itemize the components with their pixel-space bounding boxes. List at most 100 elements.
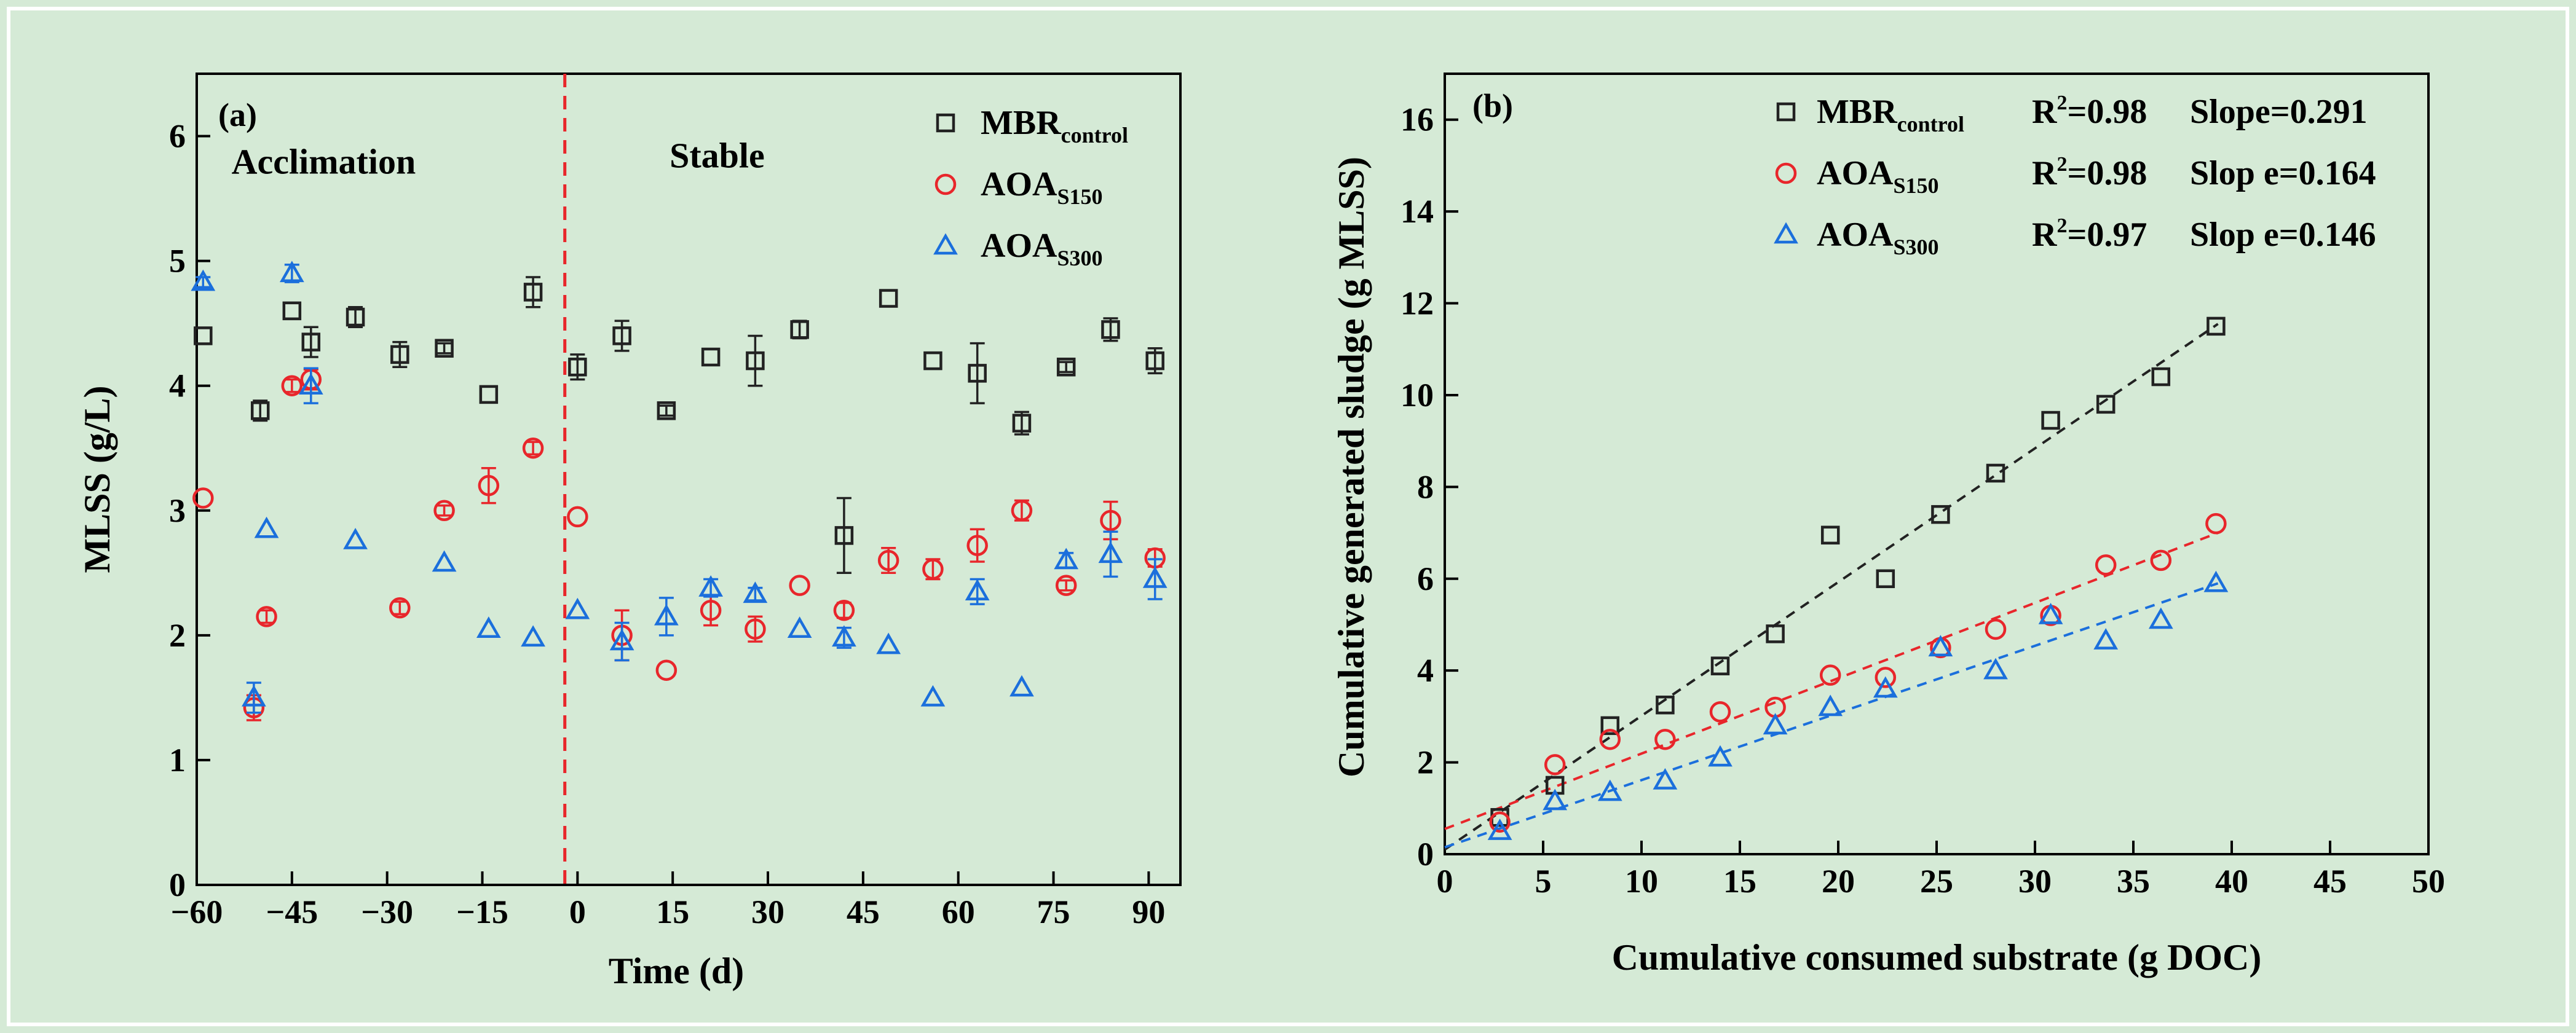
point-mbr-control-shape <box>346 307 365 327</box>
x-tick-label: −45 <box>266 894 318 930</box>
point-aoa-s150 <box>2205 513 2227 535</box>
x-tick-label: 15 <box>1723 863 1756 900</box>
point-aoa-s150 <box>1489 811 1511 833</box>
y-tick-label: 3 <box>169 492 186 529</box>
point-aoa-s300 <box>254 516 279 538</box>
point-mbr-control <box>612 326 631 345</box>
point-aoa-s300-shape <box>1543 788 1568 811</box>
legend-marker <box>936 113 955 133</box>
legend-slope-aoa-s150: Slop e=0.164 <box>2190 154 2376 192</box>
legend-r2-mbr-control: R2=0.98 <box>2032 92 2147 131</box>
point-aoa-s150 <box>256 606 277 627</box>
point-aoa-s300 <box>242 685 266 707</box>
point-aoa-s150 <box>2150 549 2172 571</box>
error-bar <box>392 600 408 616</box>
x-tick-label: 90 <box>1132 894 1165 930</box>
point-aoa-s300 <box>876 632 901 654</box>
point-mbr-control <box>923 351 942 371</box>
point-aoa-s150-shape <box>655 659 678 681</box>
point-mbr-control-shape <box>1600 716 1620 736</box>
point-mbr-control <box>879 289 898 308</box>
point-mbr-control <box>2096 395 2116 414</box>
region-label-stable: Stable <box>670 135 765 175</box>
x-tick-label: 50 <box>2412 863 2445 900</box>
point-mbr-control <box>2041 410 2060 430</box>
point-mbr-control-shape <box>250 401 270 420</box>
point-mbr-control-shape <box>834 526 854 545</box>
r2-value: =0.98 <box>2067 154 2147 192</box>
point-aoa-s150-shape <box>2205 513 2227 535</box>
legend-marker <box>934 173 957 195</box>
point-aoa-s300-shape <box>242 685 266 707</box>
point-aoa-s150-shape <box>567 506 588 528</box>
point-aoa-s300-shape <box>254 516 279 538</box>
x-tick-label: 45 <box>2313 863 2347 900</box>
y-tick-label: 12 <box>1401 285 1434 322</box>
point-aoa-s300 <box>191 269 216 291</box>
legend-subscript: S300 <box>1893 235 1938 259</box>
legend-label-aoa-s150: AOAS150 <box>981 165 1102 209</box>
point-mbr-control-shape <box>282 301 302 321</box>
legend-name: MBR <box>1817 93 1897 131</box>
legend-marker-shape <box>936 113 955 133</box>
point-aoa-s300 <box>1098 541 1123 564</box>
point-mbr-control-shape <box>1056 357 1076 377</box>
point-aoa-s300 <box>476 616 501 638</box>
point-aoa-s300 <box>2148 607 2173 629</box>
legend-marker-shape <box>934 173 957 195</box>
point-aoa-s150-shape <box>1654 728 1676 750</box>
point-aoa-s150-shape <box>1055 575 1077 596</box>
point-aoa-s300-shape <box>432 550 457 572</box>
point-aoa-s300-shape <box>298 373 323 395</box>
y-tick-label: 16 <box>1401 101 1434 138</box>
legend-slope-aoa-s300: Slop e=0.146 <box>2190 216 2376 254</box>
point-aoa-s300-shape <box>1054 548 1079 570</box>
panel-a-label: (a) <box>218 96 257 133</box>
legend-marker-shape <box>933 233 958 255</box>
legend-marker-mbr-control <box>1776 102 1796 122</box>
point-mbr-control <box>1012 414 1032 433</box>
point-mbr-control-shape <box>2041 410 2060 430</box>
error-bar <box>658 404 674 417</box>
point-mbr-control <box>523 283 543 302</box>
point-aoa-s300 <box>1708 745 1732 767</box>
legend-subscript: S300 <box>1057 246 1102 270</box>
point-mbr-control <box>2207 316 2226 336</box>
panel-b-axes: 0 5 10 15 20 25 30 35 40 45 50 0 2 4 6 8 10 12 14 16 <box>1401 101 2445 900</box>
point-aoa-s150 <box>478 474 500 497</box>
point-aoa-s300 <box>1597 779 1622 801</box>
y-tick-label: 5 <box>169 243 186 280</box>
point-aoa-s300-shape <box>565 597 590 619</box>
point-aoa-s300 <box>298 373 323 395</box>
region-label-acclimation: Acclimation <box>232 141 416 181</box>
point-aoa-s300 <box>343 527 368 549</box>
legend-subscript: S150 <box>1057 184 1102 209</box>
point-aoa-s300-shape <box>832 625 856 647</box>
legend-marker-mbr-control <box>936 113 955 133</box>
panel-b-x-axis-title: Cumulative consumed substrate (g DOC) <box>1612 937 2262 978</box>
y-tick-label: 6 <box>1417 560 1434 597</box>
point-mbr-control <box>1145 351 1164 371</box>
legend-marker-aoa-s300 <box>933 233 958 255</box>
y-tick-label: 4 <box>169 367 186 404</box>
point-aoa-s150 <box>966 535 988 556</box>
point-aoa-s150-shape <box>789 575 810 596</box>
point-aoa-s150-shape <box>1489 811 1511 833</box>
point-aoa-s300 <box>832 625 856 647</box>
r2-superscript: 2 <box>2056 92 2067 114</box>
point-aoa-s300-shape <box>1983 658 2008 680</box>
point-aoa-s300 <box>1928 635 1953 657</box>
x-tick-label: 10 <box>1625 863 1658 900</box>
point-mbr-control <box>746 351 765 371</box>
point-aoa-s300 <box>432 550 457 572</box>
point-aoa-s300-shape <box>1653 768 1678 790</box>
point-aoa-s150 <box>389 597 411 619</box>
point-aoa-s150 <box>1544 754 1566 776</box>
x-tick-label: 75 <box>1037 894 1070 930</box>
point-aoa-s150-shape <box>745 618 766 640</box>
error-bar <box>1103 530 1118 578</box>
error-bar <box>836 497 851 575</box>
point-mbr-control <box>1710 656 1730 675</box>
x-tick-label: 30 <box>751 894 784 930</box>
